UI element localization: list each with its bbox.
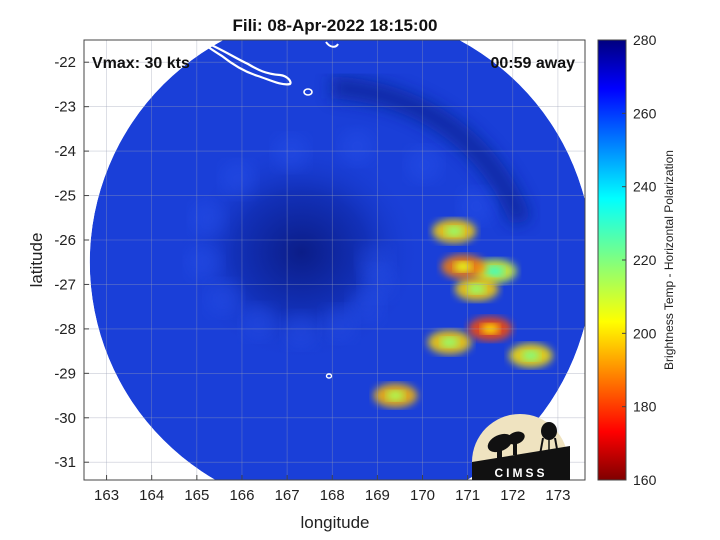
- x-tick-labels: 163 164 165 166 167 168 169 170 171 172 173: [94, 487, 570, 504]
- y-axis-label: latitude: [27, 233, 46, 288]
- offset-annotation: 00:59 away: [490, 55, 575, 72]
- texture-patch: [241, 304, 278, 341]
- texture-patch: [339, 128, 376, 165]
- colorbar-tick-label: 180: [633, 399, 657, 415]
- colorbar-tick-label: 220: [633, 252, 657, 268]
- x-tick-label: 168: [320, 487, 345, 504]
- colorbar-tick-label: 200: [633, 325, 657, 341]
- colorbar-tick-label: 280: [633, 32, 657, 48]
- convective-feature: [386, 390, 405, 401]
- vmax-annotation: Vmax: 30 kts: [92, 55, 190, 72]
- coastline: [196, 40, 339, 379]
- rain-band: [330, 76, 532, 227]
- y-tick-label: -30: [54, 410, 76, 427]
- colorbar-tick-label: 260: [633, 105, 657, 121]
- texture-patch: [282, 312, 319, 349]
- x-tick-label: 169: [365, 487, 390, 504]
- y-tick-label: -25: [54, 188, 76, 205]
- convective-feature: [485, 266, 504, 277]
- texture-patch: [220, 161, 257, 198]
- satellite-dish-icon: [487, 431, 525, 459]
- texture-patch: [205, 280, 242, 317]
- y-tick-label: -29: [54, 365, 76, 382]
- convective-feature: [521, 350, 540, 361]
- convective-feature: [440, 337, 459, 348]
- x-tick-label: 173: [545, 487, 570, 504]
- x-tick-label: 165: [184, 487, 209, 504]
- chart-title: Fili: 08-Apr-2022 18:15:00: [232, 16, 437, 35]
- colorbar-ticks: 280 260 240 220 200 180 160: [622, 32, 657, 488]
- colorbar-label: Brightness Temp - Horizontal Polarizatio…: [662, 150, 676, 370]
- convective-feature: [445, 226, 464, 237]
- x-tick-label: 167: [275, 487, 300, 504]
- y-tick-label: -31: [54, 454, 76, 471]
- axes-box: [83, 39, 586, 481]
- x-tick-label: 170: [410, 487, 435, 504]
- y-tick-label: -24: [54, 143, 76, 160]
- y-tick-label: -27: [54, 276, 76, 293]
- convective-feature: [467, 283, 486, 294]
- x-tick-label: 166: [229, 487, 254, 504]
- x-axis-label: longitude: [300, 513, 369, 532]
- swath-disc: [89, 40, 585, 480]
- y-tick-labels: -22 -23 -24 -25 -26 -27 -28 -29 -30 -31: [54, 54, 76, 471]
- x-tick-label: 163: [94, 487, 119, 504]
- colorbar-tick-label: 240: [633, 179, 657, 195]
- x-tick-label: 164: [139, 487, 164, 504]
- x-tick-label: 171: [455, 487, 480, 504]
- x-tick-label: 172: [500, 487, 525, 504]
- texture-patch: [348, 288, 385, 325]
- texture-patch: [190, 200, 227, 237]
- texture-patch: [186, 243, 223, 280]
- cimss-logo: CIMSS: [472, 414, 570, 480]
- colorbar: 280 260 240 220 200 180 160 Brightness Temp - …: [597, 32, 676, 488]
- y-tick-label: -23: [54, 99, 76, 116]
- texture-patch: [406, 146, 443, 183]
- swath-layer: [89, 40, 585, 480]
- y-tick-label: -26: [54, 232, 76, 249]
- texture-patch: [458, 188, 495, 225]
- convective-feature: [454, 261, 473, 272]
- texture-patch: [321, 305, 358, 342]
- y-tick-label: -28: [54, 321, 76, 338]
- texture-patch: [272, 134, 309, 171]
- colorbar-tick-label: 160: [633, 472, 657, 488]
- y-tick-label: -22: [54, 54, 76, 71]
- logo-text: CIMSS: [494, 466, 547, 480]
- colorbar-gradient: [597, 39, 627, 481]
